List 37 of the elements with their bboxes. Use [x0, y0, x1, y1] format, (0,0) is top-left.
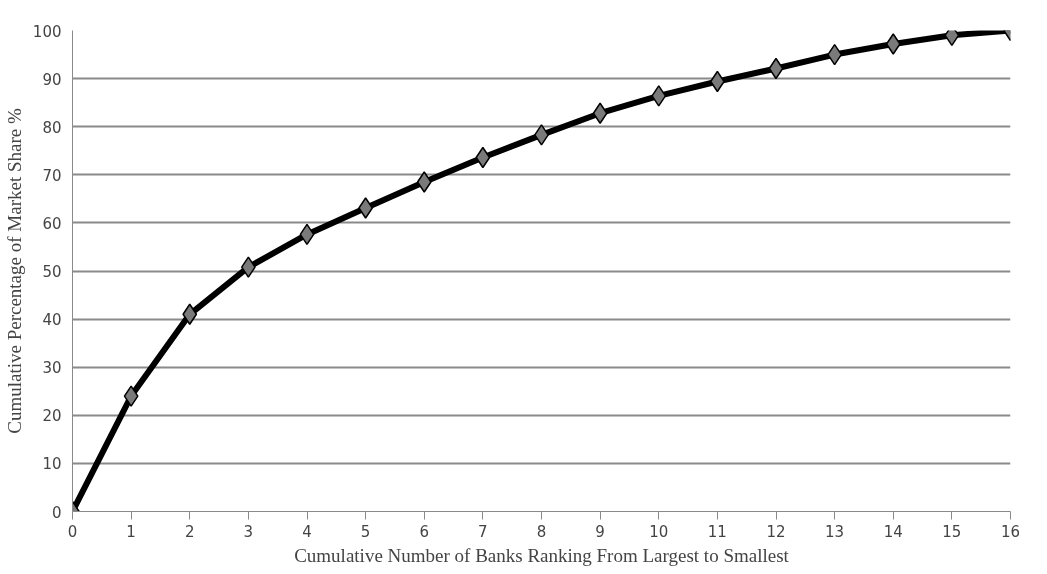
x-tick-label: 13: [825, 522, 845, 541]
y-tick-label: 20: [42, 407, 62, 426]
x-tick-label: 6: [419, 522, 430, 541]
point: [416, 171, 432, 193]
y-tick-label: 10: [42, 455, 62, 474]
y-tick-label: 50: [42, 263, 62, 281]
x-tick-label: 1: [126, 522, 136, 541]
point: [592, 102, 608, 124]
x-tick-label: 2: [184, 522, 195, 541]
x-tick-label: 0: [67, 522, 78, 541]
point: [651, 85, 667, 107]
x-axis-title: Cumulative Number of Banks Ranking From Largest to Smallest: [294, 544, 790, 566]
x-tick-label: 9: [595, 522, 605, 541]
x-tick-label: 4: [302, 522, 312, 541]
y-tick-label: 70: [42, 166, 62, 185]
point: [240, 256, 256, 278]
y-tick-label: 30: [42, 359, 62, 378]
y-tick-label: 100: [32, 22, 62, 41]
x-tick-label: 10: [649, 522, 669, 541]
x-tick-label: 8: [536, 522, 547, 541]
x-tick-label: 12: [766, 522, 786, 541]
x-tick-label: 7: [478, 522, 488, 541]
x-tick-label: 11: [707, 522, 727, 541]
x-tick-label: 14: [883, 522, 903, 541]
point: [123, 385, 139, 407]
x-tick-label: 15: [942, 522, 962, 541]
y-tick-label: 60: [42, 214, 62, 233]
y-tick-label: 90: [42, 70, 62, 89]
y-tick-label: 80: [42, 118, 62, 137]
y-tick-label: 40: [42, 311, 62, 330]
point: [358, 197, 374, 219]
x-tick-label: 5: [360, 522, 371, 541]
point: [885, 33, 901, 55]
x-tick-label: 16: [1000, 522, 1021, 541]
y-axis-title: Cumulative Percentage of Market Share %: [3, 108, 25, 434]
x-tick-label: 3: [243, 522, 254, 541]
y-tick-label: 0: [51, 503, 62, 522]
